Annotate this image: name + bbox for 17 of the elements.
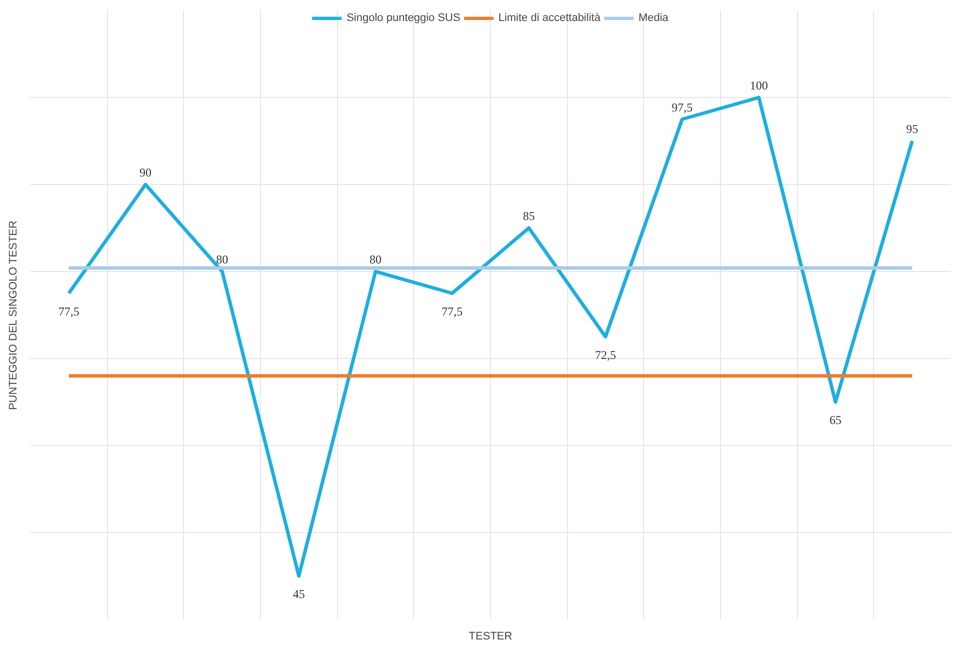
data-label: 95 <box>906 122 918 136</box>
legend-label: Limite di accettabilità <box>498 12 600 24</box>
x-axis-title: TESTER <box>468 630 512 642</box>
legend-label: Singolo punteggio SUS <box>346 12 460 24</box>
data-label: 72,5 <box>595 348 616 362</box>
data-label: 85 <box>522 209 535 223</box>
legend-label: Media <box>638 12 668 24</box>
data-label: 45 <box>292 587 305 601</box>
data-label: 77,5 <box>442 304 463 318</box>
data-label: 97,5 <box>672 100 693 114</box>
data-label: 77,5 <box>58 304 80 318</box>
data-label: 100 <box>750 78 768 92</box>
data-label: 80 <box>370 252 382 266</box>
y-axis-title: PUNTEGGIO DEL SINGOLO TESTER <box>8 220 20 410</box>
data-label: 65 <box>830 413 842 427</box>
data-label: 80 <box>216 252 228 266</box>
data-label: 90 <box>140 166 152 180</box>
